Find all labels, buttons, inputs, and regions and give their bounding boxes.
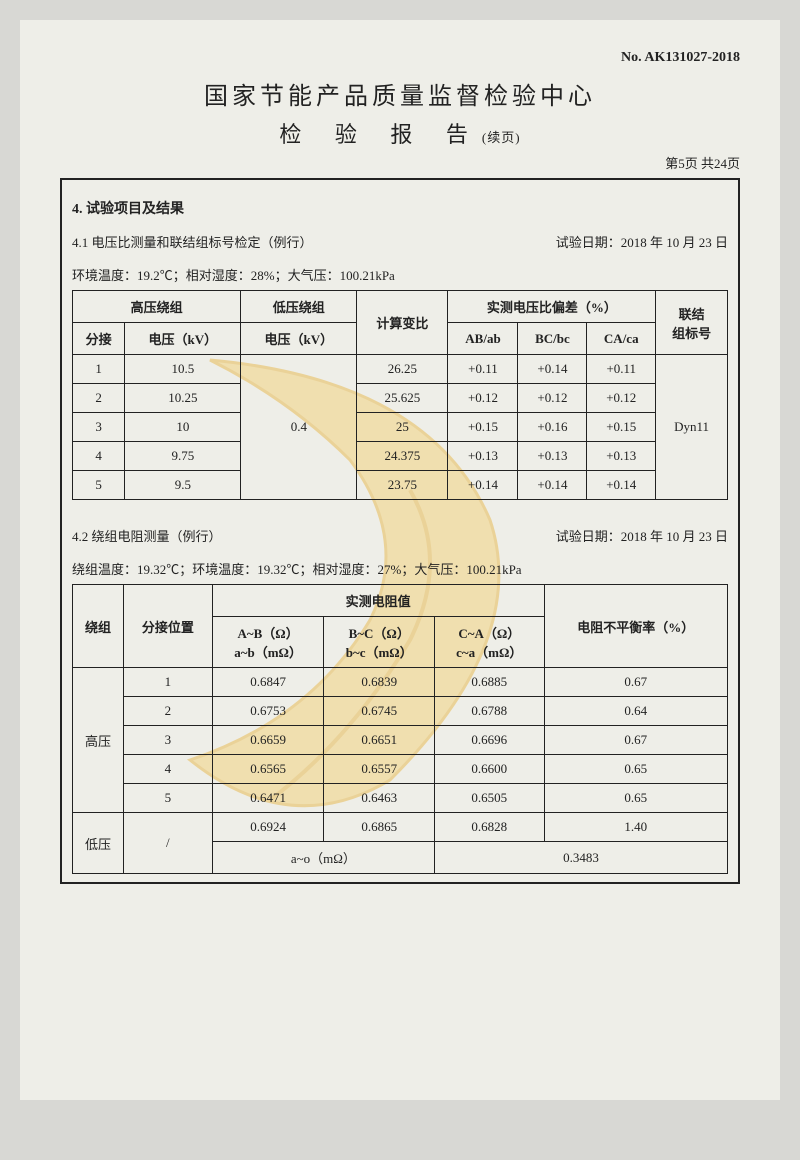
section-41-date: 试验日期：2018 年 10 月 23 日	[556, 232, 728, 251]
col-connection: 联结 组标号	[656, 291, 728, 355]
table-row: 1 10.5 0.4 26.25 +0.11 +0.14 +0.11 Dyn11	[73, 355, 728, 384]
section-42-conditions: 绕组温度：19.32℃；环境温度：19.32℃；相对湿度：27%；大气压：100…	[72, 559, 728, 578]
section-4-heading: 4. 试验项目及结果	[72, 198, 728, 218]
lv-ao-value: 0.3483	[435, 842, 728, 874]
lv-ao-label: a~o（mΩ）	[212, 842, 434, 874]
col-winding: 绕组	[73, 585, 124, 668]
report-title-text: 检 验 报 告	[279, 122, 482, 147]
table-row: 3 10 25 +0.15 +0.16 +0.15	[73, 413, 728, 442]
col-ca: CA/ca	[587, 323, 656, 355]
page-counter: 第5页 共24页	[60, 153, 740, 172]
col-res-ab: A~B（Ω） a~b（mΩ）	[212, 617, 324, 668]
col-hv-winding: 高压绕组	[73, 291, 241, 323]
col-bc: BC/bc	[518, 323, 587, 355]
col-deviation: 实测电压比偏差（%）	[448, 291, 656, 323]
section-41-heading: 4.1 电压比测量和联结组标号检定（例行）	[72, 232, 313, 251]
report-title: 检 验 报 告(续页)	[60, 117, 740, 149]
table-row: 5 9.5 23.75 +0.14 +0.14 +0.14	[73, 471, 728, 500]
col-lv-winding: 低压绕组	[241, 291, 357, 323]
col-ab: AB/ab	[448, 323, 518, 355]
section-42-date: 试验日期：2018 年 10 月 23 日	[556, 526, 728, 545]
table-row: 4 9.75 24.375 +0.13 +0.13 +0.13	[73, 442, 728, 471]
report-frame: 4. 试验项目及结果 4.1 电压比测量和联结组标号检定（例行） 试验日期：20…	[60, 178, 740, 884]
table-41-voltage-ratio: 高压绕组 低压绕组 计算变比 实测电压比偏差（%） 联结 组标号 分接 电压（k…	[72, 290, 728, 500]
col-res-bc: B~C（Ω） b~c（mΩ）	[324, 617, 435, 668]
org-title: 国家节能产品质量监督检验中心	[60, 76, 740, 111]
table-row: 2 0.6753 0.6745 0.6788 0.64	[73, 697, 728, 726]
col-res-ca: C~A（Ω） c~a（mΩ）	[435, 617, 545, 668]
section-41-conditions: 环境温度：19.2℃；相对湿度：28%；大气压：100.21kPa	[72, 265, 728, 284]
table-row: 低压 / 0.6924 0.6865 0.6828 1.40	[73, 813, 728, 842]
section-42-heading: 4.2 绕组电阻测量（例行）	[72, 526, 222, 545]
col-calc-ratio: 计算变比	[357, 291, 448, 355]
col-hv-voltage: 电压（kV）	[125, 323, 241, 355]
col-lv-voltage: 电压（kV）	[241, 323, 357, 355]
table-row: 4 0.6565 0.6557 0.6600 0.65	[73, 755, 728, 784]
table-row: 2 10.25 25.625 +0.12 +0.12 +0.12	[73, 384, 728, 413]
table-42-resistance: 绕组 分接位置 实测电阻值 电阻不平衡率（%） A~B（Ω） a~b（mΩ） B…	[72, 584, 728, 874]
col-tap: 分接	[73, 323, 125, 355]
continuation-label: (续页)	[482, 130, 521, 145]
document-number: No. AK131027-2018	[60, 50, 740, 66]
table-row: 3 0.6659 0.6651 0.6696 0.67	[73, 726, 728, 755]
col-measured: 实测电阻值	[212, 585, 544, 617]
table-row: 5 0.6471 0.6463 0.6505 0.65	[73, 784, 728, 813]
col-tap-pos: 分接位置	[123, 585, 212, 668]
table-row: 高压 1 0.6847 0.6839 0.6885 0.67	[73, 668, 728, 697]
col-imbalance: 电阻不平衡率（%）	[544, 585, 727, 668]
